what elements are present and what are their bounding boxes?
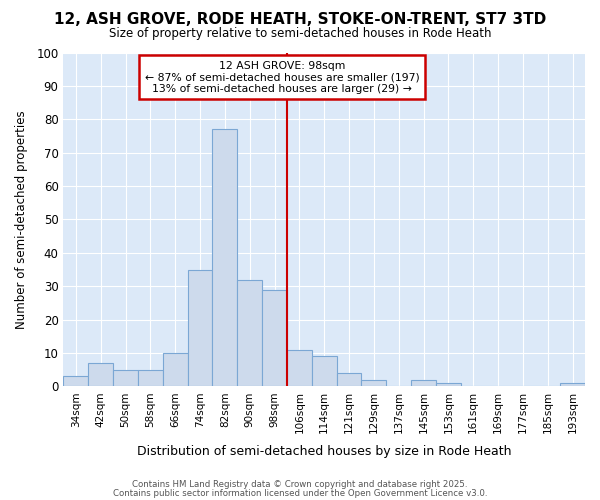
Bar	[361, 380, 386, 386]
Bar	[188, 270, 212, 386]
Text: Contains HM Land Registry data © Crown copyright and database right 2025.: Contains HM Land Registry data © Crown c…	[132, 480, 468, 489]
Y-axis label: Number of semi-detached properties: Number of semi-detached properties	[15, 110, 28, 329]
Text: 12 ASH GROVE: 98sqm
← 87% of semi-detached houses are smaller (197)
13% of semi-: 12 ASH GROVE: 98sqm ← 87% of semi-detach…	[145, 61, 419, 94]
Bar	[113, 370, 138, 386]
Text: 12, ASH GROVE, RODE HEATH, STOKE-ON-TRENT, ST7 3TD: 12, ASH GROVE, RODE HEATH, STOKE-ON-TREN…	[54, 12, 546, 28]
Text: Contains public sector information licensed under the Open Government Licence v3: Contains public sector information licen…	[113, 488, 487, 498]
Bar	[560, 383, 585, 386]
Bar	[64, 376, 88, 386]
Bar	[287, 350, 312, 387]
Bar	[163, 353, 188, 386]
Bar	[212, 130, 237, 386]
Bar	[411, 380, 436, 386]
Bar	[138, 370, 163, 386]
Bar	[436, 383, 461, 386]
Bar	[312, 356, 337, 386]
Text: Size of property relative to semi-detached houses in Rode Heath: Size of property relative to semi-detach…	[109, 28, 491, 40]
Bar	[262, 290, 287, 386]
X-axis label: Distribution of semi-detached houses by size in Rode Heath: Distribution of semi-detached houses by …	[137, 444, 511, 458]
Bar	[237, 280, 262, 386]
Bar	[337, 373, 361, 386]
Bar	[88, 363, 113, 386]
